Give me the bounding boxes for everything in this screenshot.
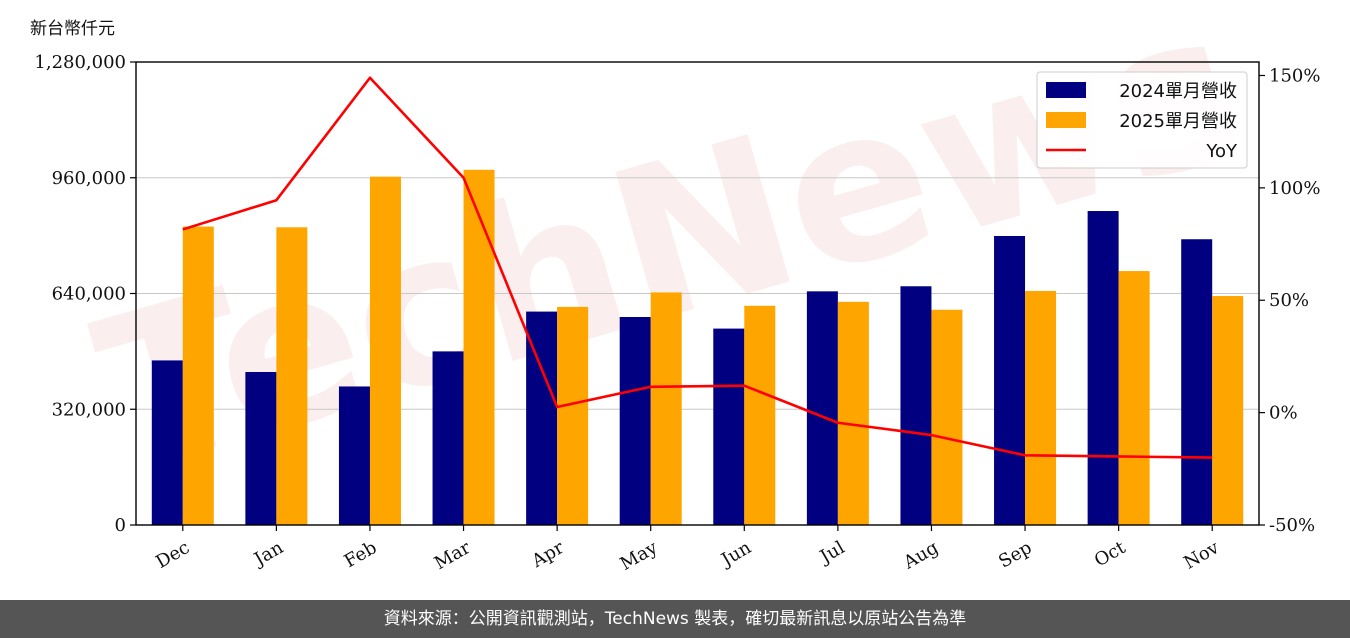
bar-2025 <box>744 305 776 525</box>
bar-2024 <box>151 360 183 525</box>
legend-swatch <box>1046 112 1086 128</box>
bar-2024 <box>1181 239 1213 525</box>
y-right-tick-label: 100% <box>1269 178 1320 199</box>
y-left-tick-label: 320,000 <box>52 399 126 420</box>
y-right-tick-label: 0% <box>1269 403 1298 424</box>
bar-2025 <box>650 292 682 525</box>
bars-layer <box>151 169 1244 526</box>
source-footer: 資料來源：公開資訊觀測站，TechNews 製表，確切最新訊息以原站公告為準 <box>0 600 1350 638</box>
x-tick-label: Dec <box>152 537 193 573</box>
x-tick-label: Aug <box>899 537 942 574</box>
bar-2024 <box>806 291 838 525</box>
grid-layer <box>136 177 1259 410</box>
legend: 2024單月營收 2025單月營收 YoY <box>1036 71 1248 169</box>
bar-2024 <box>900 286 932 525</box>
bar-2024 <box>619 317 651 525</box>
x-tick-label: Jan <box>249 537 287 571</box>
bar-2025 <box>463 169 495 526</box>
bar-2025 <box>1212 296 1244 525</box>
y-right-tick-label: -50% <box>1269 515 1315 536</box>
bar-2024 <box>432 351 464 525</box>
y-left-tick-label: 640,000 <box>52 284 126 305</box>
x-tick-label: Oct <box>1091 537 1130 572</box>
y-left-tick-label: 0 <box>115 515 126 536</box>
x-tick-label: Jul <box>815 537 849 569</box>
bar-2024 <box>245 371 277 525</box>
chart: TechNews 0320,000640,000960,0001,280,000… <box>34 0 1320 575</box>
bar-2024 <box>1087 211 1119 525</box>
bar-2024 <box>994 235 1026 525</box>
x-tick-label: Jun <box>716 537 755 572</box>
bar-2025 <box>837 301 869 525</box>
bar-2025 <box>931 309 963 525</box>
y-right-tick-label: 50% <box>1269 290 1309 311</box>
y-left-tick-label: 960,000 <box>52 168 126 189</box>
legend-box <box>1036 71 1248 169</box>
x-tick-label: Feb <box>341 537 381 572</box>
legend-label: 2024單月營收 <box>1119 81 1237 102</box>
legend-label: 2025單月營收 <box>1119 111 1237 132</box>
y-right-tick-label: 150% <box>1269 65 1320 86</box>
legend-label: YoY <box>1205 141 1238 162</box>
bar-2024 <box>713 328 745 525</box>
bar-2025 <box>182 226 214 525</box>
x-tick-label: Apr <box>528 537 568 572</box>
bar-2025 <box>276 227 308 525</box>
yoy-line-layer <box>182 76 1213 459</box>
x-tick-label: Sep <box>995 537 1035 572</box>
plot-frame <box>135 61 1260 526</box>
bar-2025 <box>1025 290 1057 525</box>
x-tick-label: Mar <box>431 537 475 574</box>
bar-2025 <box>369 176 401 525</box>
x-tick-label: May <box>617 537 662 575</box>
legend-swatch <box>1046 82 1086 98</box>
bar-2024 <box>338 386 370 525</box>
y-axis-unit-label: 新台幣仟元 <box>30 19 115 39</box>
y-left-tick-label: 1,280,000 <box>34 52 126 73</box>
bar-2025 <box>1118 271 1150 525</box>
x-tick-label: Nov <box>1180 537 1223 574</box>
bar-2025 <box>557 306 589 525</box>
yoy-line <box>182 76 1213 459</box>
